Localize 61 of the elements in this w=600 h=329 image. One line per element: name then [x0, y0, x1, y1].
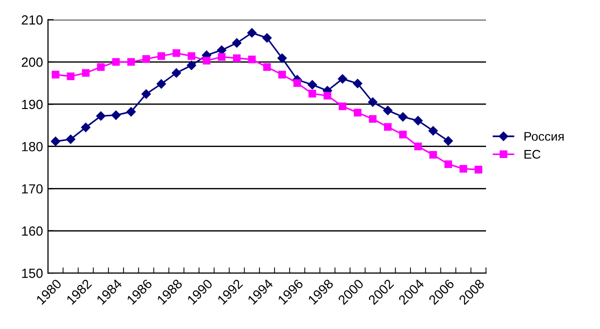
point — [368, 97, 378, 107]
point — [66, 72, 74, 80]
point — [277, 54, 287, 63]
point — [398, 112, 408, 122]
point — [338, 102, 346, 110]
point — [232, 38, 242, 48]
point — [293, 79, 302, 87]
point — [460, 164, 468, 173]
point — [383, 106, 392, 116]
point — [188, 52, 196, 60]
point — [308, 80, 317, 90]
point — [414, 142, 422, 150]
point — [202, 56, 210, 65]
legend-label: ЕС — [524, 150, 540, 159]
legend-label: Россия — [524, 132, 564, 141]
point — [142, 55, 150, 63]
point — [127, 58, 135, 66]
point — [81, 122, 90, 132]
point — [66, 134, 76, 144]
point — [248, 56, 256, 64]
point — [399, 130, 407, 138]
y-tick-label: 190 — [22, 100, 43, 110]
point — [232, 54, 241, 62]
point — [263, 63, 271, 71]
point — [156, 79, 166, 89]
point — [218, 53, 226, 61]
point — [308, 90, 316, 98]
point — [444, 136, 453, 146]
point — [368, 115, 377, 123]
point — [247, 28, 257, 38]
y-tick-label: 200 — [22, 58, 43, 67]
y-tick-label: 160 — [22, 226, 43, 236]
point — [278, 70, 286, 78]
point — [444, 160, 452, 168]
point — [142, 89, 151, 99]
point — [112, 58, 120, 66]
point — [338, 74, 348, 84]
point — [354, 108, 362, 116]
point — [262, 33, 272, 43]
point — [324, 92, 332, 100]
y-tick-label: 150 — [22, 268, 43, 278]
y-tick-label: 180 — [22, 142, 43, 152]
point — [172, 68, 182, 78]
y-tick-label: 170 — [22, 184, 43, 194]
point — [111, 110, 121, 120]
point — [172, 49, 180, 57]
point — [52, 70, 60, 78]
point — [384, 123, 392, 131]
point — [428, 126, 438, 136]
point — [96, 111, 106, 121]
point — [97, 63, 105, 71]
point — [474, 166, 482, 174]
point — [157, 52, 166, 60]
point — [126, 107, 136, 116]
y-tick-label: 210 — [22, 15, 43, 25]
point — [413, 116, 423, 126]
point — [186, 60, 196, 70]
point — [429, 151, 437, 159]
point — [352, 78, 362, 88]
point — [82, 69, 90, 77]
point — [50, 136, 60, 146]
